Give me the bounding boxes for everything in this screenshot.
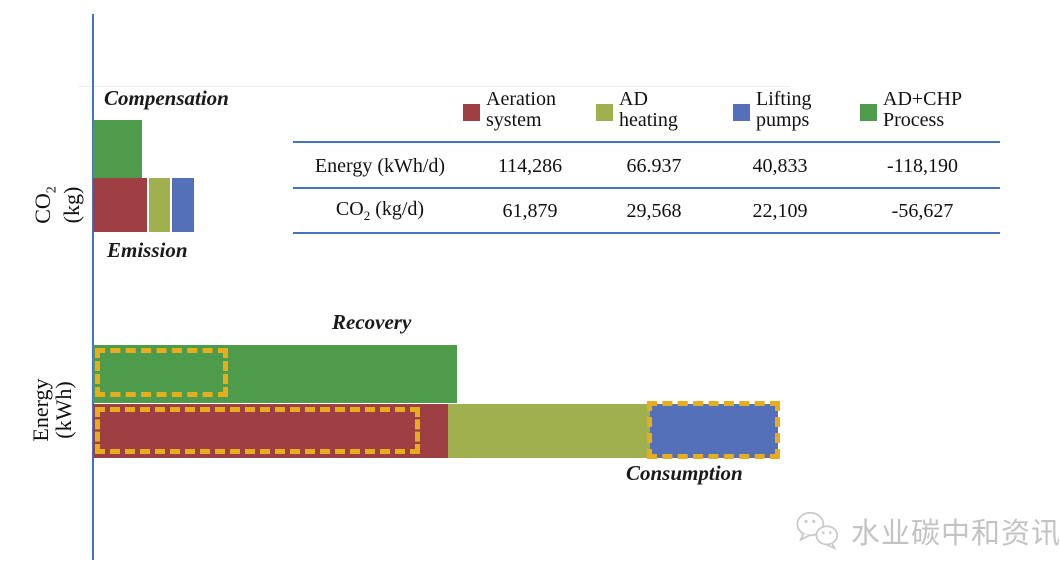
legend-label: Lifting xyxy=(756,88,812,111)
ad-chp-swatch-icon xyxy=(860,104,877,121)
table-cell: 29,568 xyxy=(626,199,682,222)
legend-label: Process xyxy=(883,108,945,131)
table-rule-top xyxy=(293,141,1000,143)
co2-axis-label-line2: (kg) xyxy=(58,186,84,224)
wechat-bubbles-icon xyxy=(796,511,839,551)
watermark-text: 水业碳中和资讯 xyxy=(851,518,1060,550)
co2-compensation-bar-adchp xyxy=(93,120,142,178)
aeration-swatch-icon xyxy=(463,104,480,121)
watermark: 水业碳中和资讯 xyxy=(793,506,1060,556)
co2-axis-label: CO2 (kg) xyxy=(25,145,89,265)
energy-axis-label-line2: (kWh) xyxy=(51,381,76,439)
legend-item-lifting-pumps: Lifting pumps xyxy=(733,83,812,130)
legend-label: pumps xyxy=(756,108,810,131)
table-cell: 61,879 xyxy=(502,199,558,222)
highlight-dash-rect-aeration xyxy=(95,407,420,454)
table-row-co2: CO2 (kg/d) 61,879 29,568 22,109 -56,627 xyxy=(293,191,1000,231)
legend-label: heating xyxy=(619,108,678,131)
legend-item-ad-heating: AD heating xyxy=(596,83,678,130)
co2-emission-bar-aeration xyxy=(93,178,147,232)
compensation-label: Compensation xyxy=(104,86,229,110)
co2-emission-bar-ad-heating xyxy=(149,178,170,232)
legend-item-ad-chp-process: AD+CHP Process xyxy=(860,83,962,130)
legend-item-aeration-system: Aeration system xyxy=(463,83,556,130)
energy-axis-label-line1: Energy xyxy=(27,378,53,442)
table-cell: 22,109 xyxy=(752,199,808,222)
highlight-dash-rect-lifting-pumps xyxy=(647,401,780,459)
table-cell: -56,627 xyxy=(891,199,954,222)
table-cell: -118,190 xyxy=(887,154,958,177)
energy-consumption-bar-lifting-pumps xyxy=(650,404,778,458)
table-row-label: CO2 (kg/d) xyxy=(335,198,425,223)
co2-axis-label-line1: CO2 xyxy=(29,186,60,224)
table-cell: 114,286 xyxy=(497,154,563,177)
emission-label: Emission xyxy=(107,238,188,262)
table-cell: 40,833 xyxy=(752,154,808,177)
table-cell: 66.937 xyxy=(626,154,682,177)
co2-emission-bar-lifting-pumps xyxy=(172,178,194,232)
legend-label: AD+CHP xyxy=(883,88,963,111)
y-axis-line xyxy=(92,14,94,560)
table-rule-middle xyxy=(293,187,1000,189)
energy-consumption-bar-ad-heating xyxy=(448,404,650,458)
ad-heating-swatch-icon xyxy=(596,104,613,121)
table-row-label: Energy (kWh/d) xyxy=(314,154,446,177)
lifting-pumps-swatch-icon xyxy=(733,104,750,121)
scan-artifact-line xyxy=(78,86,790,87)
legend-label: AD xyxy=(619,88,648,111)
legend-label: system xyxy=(486,108,542,131)
table-rule-bottom xyxy=(293,232,1000,234)
consumption-label: Consumption xyxy=(626,461,743,485)
recovery-label: Recovery xyxy=(332,310,412,334)
energy-axis-label: Energy (kWh) xyxy=(20,340,84,480)
highlight-dash-rect-recovery xyxy=(95,348,228,397)
table-row-energy: Energy (kWh/d) 114,286 66.937 40,833 -11… xyxy=(293,146,1000,186)
legend-label: Aeration xyxy=(486,88,556,111)
